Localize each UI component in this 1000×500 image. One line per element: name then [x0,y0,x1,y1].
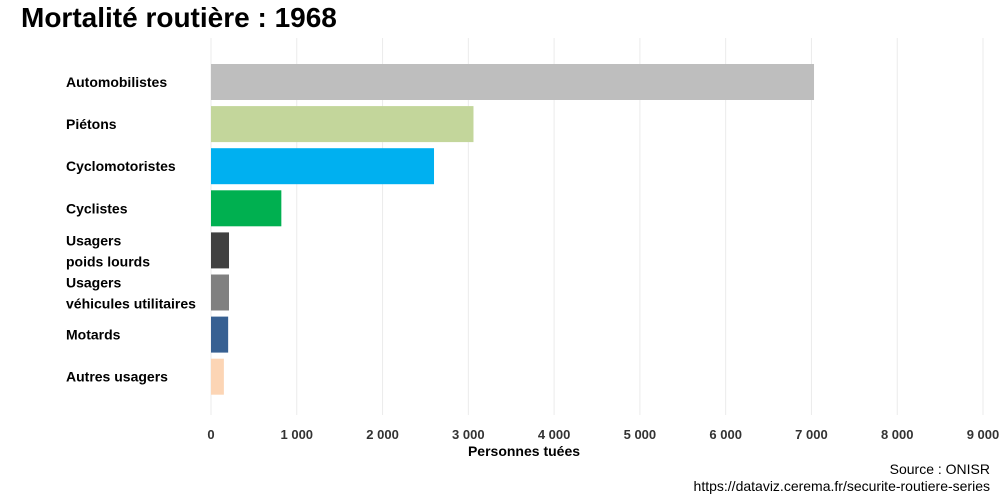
source-url[interactable]: https://dataviz.cerema.fr/securite-routi… [693,478,990,494]
x-tick-label: 6 000 [709,427,742,442]
category-label: Cyclistes [66,200,128,216]
x-tick-label: 7 000 [795,427,828,442]
category-label: Piétons [66,116,117,132]
bar [211,64,815,100]
category-label: Cyclomotoristes [66,158,176,174]
category-label: Automobilistes [66,74,167,90]
x-tick-label: 8 000 [881,427,914,442]
x-tick-labels: 0 1 000 2 000 3 000 4 000 5 000 6 000 7 000 8 00… [207,427,999,442]
x-tick-label: 4 000 [538,427,571,442]
bars [211,64,815,395]
x-tick-label: 9 000 [967,427,1000,442]
x-tick-label: 0 [207,427,214,442]
chart-title: Mortalité routière : 1968 [21,2,337,33]
bar [211,316,229,353]
bar [211,148,435,185]
category-label: véhicules utilitaires [66,296,196,312]
bar [211,190,282,227]
x-tick-label: 1 000 [281,427,314,442]
category-labels: Automobilistes Piétons Cyclomotoristes Cycl… [66,74,196,385]
x-axis-title: Personnes tuées [468,443,580,459]
category-label: Usagers [66,232,121,248]
category-label: Motards [66,327,121,343]
category-label: Usagers [66,275,121,291]
bar [211,358,224,395]
x-tick-label: 3 000 [452,427,485,442]
category-label: poids lourds [66,253,150,269]
x-tick-label: 5 000 [624,427,657,442]
grid-lines [210,38,984,415]
x-tick-label: 2 000 [366,427,399,442]
bar [211,274,230,311]
bar [211,106,474,143]
category-label: Autres usagers [66,369,168,385]
bar [211,232,230,269]
source-caption: Source : ONISR [889,461,990,477]
